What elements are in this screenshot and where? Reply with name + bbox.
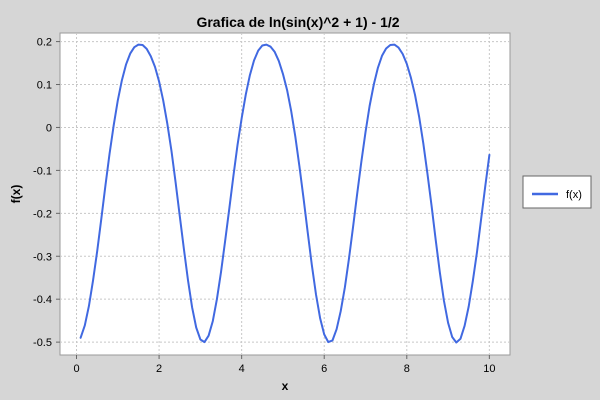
axis-ticks: 0 2 4 6 8 10 0.2 0.1 0 -0.1 -0.2 -0.3 -0.4 -0.5: [33, 37, 495, 375]
y-tick-label: 0.2: [37, 37, 52, 49]
x-tick-label: 8: [404, 363, 410, 375]
x-axis-label: x: [282, 379, 289, 393]
y-tick-label: -0.3: [33, 251, 52, 263]
y-tick-label: -0.1: [33, 165, 52, 177]
y-tick-label: 0: [46, 122, 52, 134]
y-axis-label: f(x): [9, 185, 23, 204]
grid-lines: [60, 33, 510, 355]
legend-box: [522, 175, 592, 209]
x-tick-label: 10: [483, 363, 495, 375]
legend-label: f(x): [566, 189, 582, 201]
x-tick-label: 6: [321, 363, 327, 375]
chart-title: Grafica de ln(sin(x)^2 + 1) - 1/2: [196, 14, 399, 30]
plot-area: [59, 32, 511, 356]
y-tick-label: 0.1: [37, 80, 52, 92]
x-tick-label: 0: [73, 363, 79, 375]
y-tick-label: -0.4: [33, 294, 52, 306]
legend: f(x): [522, 175, 592, 209]
x-tick-label: 2: [156, 363, 162, 375]
x-tick-label: 4: [239, 363, 245, 375]
series-line-0: [79, 43, 491, 344]
y-tick-label: -0.2: [33, 208, 52, 220]
series-group: [79, 43, 491, 344]
y-tick-label: -0.5: [33, 337, 52, 349]
